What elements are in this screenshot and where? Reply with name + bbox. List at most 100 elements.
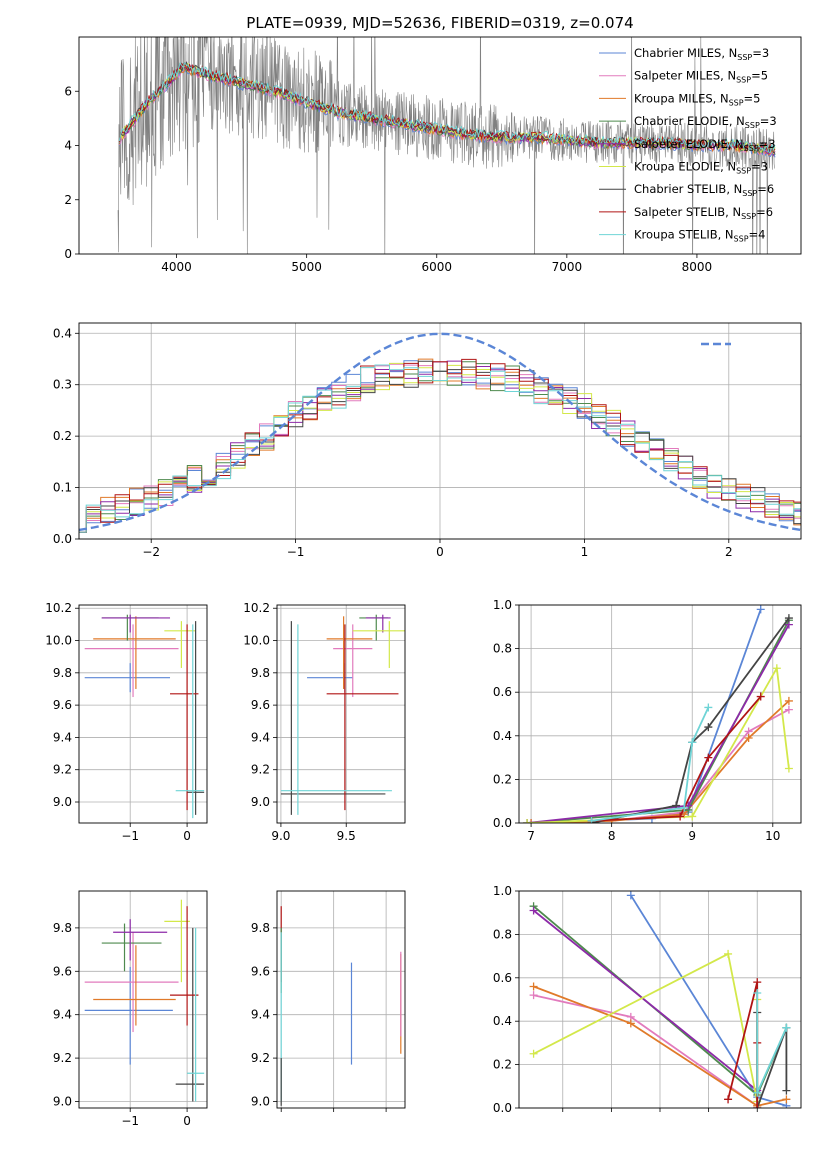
data-point-marker	[626, 891, 635, 900]
clipped-res	[79, 332, 801, 533]
clipped-p5	[84, 899, 205, 1102]
legend-nssp-value: =4	[749, 228, 766, 242]
series-kroupa-stelib	[587, 703, 713, 823]
legend-label: Salpeter MILES, NSSP=5	[634, 69, 768, 85]
data-point-marker	[704, 703, 713, 712]
data-point-marker	[680, 803, 689, 812]
data-point-marker	[782, 1086, 791, 1095]
y-tick-label: 9.8	[251, 666, 270, 680]
y-tick-label: 4	[64, 139, 72, 153]
x-tick-label: −1	[121, 1114, 139, 1128]
plot-area-age_vs_mass	[280, 614, 405, 815]
series-line	[533, 985, 787, 1107]
legend-nssp-subscript: SSP	[729, 98, 744, 107]
panel-mass_weight_vs_age: 7 8 9 10 0.0 0.2 0.4 0.6 0.8 1.0	[493, 598, 802, 843]
legend-series-name: Kroupa STELIB	[634, 228, 718, 242]
plot-area-mass_weight_vs_Z	[529, 891, 791, 1108]
y-tick-label: 0.4	[53, 326, 72, 340]
legend-nssp-subscript: SSP	[741, 212, 756, 221]
x-tick-label: 0	[183, 1114, 191, 1128]
y-tick-label: 0	[64, 247, 72, 261]
data-point-marker	[753, 1088, 762, 1097]
data-point-marker	[784, 614, 793, 623]
y-tick-label: 9.2	[251, 763, 270, 777]
data-point-marker	[704, 723, 713, 732]
data-point-marker	[529, 982, 538, 991]
point-kroupa-elodie	[164, 899, 190, 983]
data-point-marker	[676, 812, 685, 821]
x-tick-label: −1	[121, 829, 139, 843]
data-point-marker	[626, 1019, 635, 1028]
axes-frame	[78, 36, 802, 255]
series-kroupa-stelib	[753, 988, 791, 1097]
legend-nssp-value: =3	[751, 160, 768, 174]
clipped-p2	[84, 614, 205, 819]
x-tick-label: 6000	[421, 260, 452, 274]
legend-label: Kroupa STELIB, NSSP=4	[634, 228, 765, 244]
point-salpeter-miles	[84, 932, 179, 1033]
legend-nssp-subscript: SSP	[742, 189, 757, 198]
y-tick-label: 9.8	[251, 921, 270, 935]
y-tick-label: 0.3	[53, 378, 72, 392]
series-salpeter-miles	[529, 991, 762, 1108]
data-point-marker	[704, 753, 713, 762]
axes-frame	[78, 604, 208, 824]
series-line	[527, 624, 790, 823]
legend-nssp-value: =6	[757, 182, 774, 196]
y-tick-label: 9.0	[251, 1094, 270, 1108]
axes-frame	[518, 890, 802, 1109]
data-point-marker	[724, 949, 733, 958]
point-kroupa-elodie	[164, 621, 196, 668]
y-tick-label: 10.0	[243, 634, 270, 648]
legend-label: Chabrier ELODIE, NSSP=3	[634, 114, 777, 130]
y-tick-label: 9.4	[251, 1008, 270, 1022]
data-point-marker	[756, 605, 765, 614]
data-point-marker	[587, 816, 596, 823]
y-tick-label: 9.4	[53, 1008, 72, 1022]
y-tick-label: 0.0	[493, 816, 512, 830]
x-tick-label: −2	[142, 545, 160, 559]
legend-label: Kroupa MILES, NSSP=5	[634, 91, 761, 107]
y-tick-label: 9.6	[251, 698, 270, 712]
legend-nssp-value: =5	[744, 91, 761, 105]
panel-age_vs_Z: −1 0 9.0 9.2 9.4 9.6 9.8 10.0 10.2	[45, 601, 208, 843]
y-tick-label: 10.0	[45, 634, 72, 648]
legend-series-name: Chabrier STELIB	[634, 182, 726, 196]
clipped-spec	[117, 37, 776, 254]
point-kroupa-stelib	[175, 624, 205, 819]
x-tick-label: 10	[765, 829, 780, 843]
point-salpeter-elodie	[101, 614, 171, 633]
point-salpeter-elodie	[113, 919, 168, 961]
legend-nssp-subscript: SSP	[736, 76, 751, 85]
legend-series-name: Chabrier MILES	[634, 46, 721, 60]
y-tick-label: 0.0	[53, 532, 72, 546]
y-tick-label: 0.8	[493, 642, 512, 656]
series-line	[527, 619, 790, 823]
legend-nssp-value: =6	[756, 205, 773, 219]
data-point-marker	[724, 1095, 733, 1104]
y-tick-label: 10.2	[45, 601, 72, 615]
panel-mass_weight_vs_Z: 0.0 0.2 0.4 0.6 0.8 1.0	[493, 884, 802, 1115]
y-tick-label: 0.8	[493, 927, 512, 941]
point-salpeter-miles	[84, 624, 179, 698]
y-tick-label: 0.2	[493, 772, 512, 786]
clipped-w4	[523, 605, 793, 823]
legend-nssp-label: , N	[728, 137, 744, 151]
x-tick-label: 8	[608, 829, 616, 843]
legend-nssp-label: , N	[726, 182, 742, 196]
data-point-marker	[753, 988, 762, 997]
axes-frame	[276, 890, 406, 1109]
data-point-marker	[744, 733, 753, 742]
series-chabrier-elodie	[523, 616, 793, 823]
y-tick-label: 9.4	[53, 730, 72, 744]
y-tick-label: 9.2	[53, 763, 72, 777]
y-tick-label: 0.6	[493, 685, 512, 699]
y-tick-label: 9.8	[53, 666, 72, 680]
point-kroupa-miles	[326, 616, 373, 689]
plot-area-age_vs_Z	[84, 614, 205, 819]
panel-mass_vs_Z: −1 0 9.0 9.2 9.4 9.6 9.8	[53, 890, 208, 1128]
normal-distribution-curve	[79, 332, 801, 532]
y-tick-label: 9.6	[53, 698, 72, 712]
point-kroupa-miles	[93, 616, 176, 689]
series-line	[533, 994, 758, 1107]
